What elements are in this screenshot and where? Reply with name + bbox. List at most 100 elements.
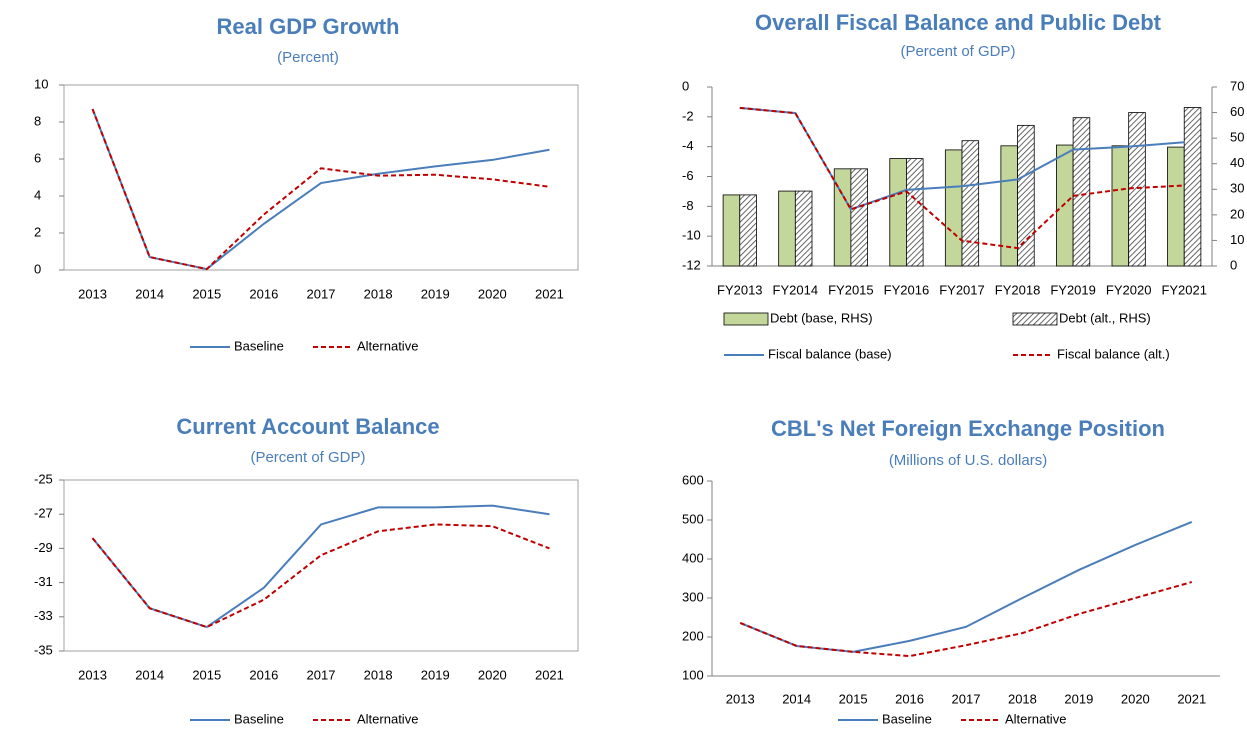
y2-tick-label: 70 (1230, 78, 1244, 93)
bar (961, 140, 980, 267)
legend-label: Alternative (1005, 711, 1066, 726)
x-tick-label: 2020 (478, 667, 507, 682)
bar (1111, 145, 1130, 267)
bar (1128, 112, 1146, 267)
legend-label: Baseline (234, 711, 284, 726)
chart-subtitle: (Percent) (277, 49, 339, 66)
y-tick-label: 400 (682, 550, 704, 565)
line-series (91, 108, 550, 271)
y-tick-label: 0 (682, 78, 689, 93)
bar (944, 149, 963, 267)
y-tick-label: 10 (34, 76, 48, 91)
y-tick-label: 4 (34, 187, 41, 202)
y2-tick-label: 40 (1230, 155, 1244, 170)
legend-label: Debt (base, RHS) (770, 310, 873, 325)
x-tick-label: FY2019 (1050, 282, 1096, 297)
chart-title: Current Account Balance (176, 414, 439, 439)
bar (1017, 124, 1035, 267)
chart-title: Real GDP Growth (217, 14, 400, 39)
y-tick-label: -6 (682, 168, 694, 183)
y-tick-label: -12 (682, 257, 701, 272)
bar (794, 190, 813, 267)
y-tick-label: -31 (34, 574, 53, 589)
x-tick-label: 2018 (364, 286, 393, 301)
y-tick-label: -8 (682, 198, 694, 213)
x-tick-label: 2020 (478, 286, 507, 301)
x-tick-label: 2014 (135, 667, 164, 682)
x-tick-label: 2013 (78, 286, 107, 301)
y2-tick-label: 20 (1230, 206, 1244, 221)
x-tick-label: 2017 (307, 667, 336, 682)
y-tick-label: 600 (682, 472, 704, 487)
y-tick-label: -10 (682, 228, 701, 243)
plot-frame (63, 479, 579, 652)
legend-swatch (723, 312, 769, 326)
legend-label: Alternative (357, 338, 418, 353)
line-series (91, 523, 550, 629)
y-tick-label: 0 (34, 261, 41, 276)
y-tick-label: 6 (34, 150, 41, 165)
x-tick-label: 2019 (421, 667, 450, 682)
y-tick-label: -25 (34, 471, 53, 486)
line-series (91, 504, 550, 629)
x-tick-label: 2016 (895, 691, 924, 706)
x-tick-label: 2018 (364, 667, 393, 682)
y-tick-label: -2 (682, 108, 694, 123)
x-tick-label: 2021 (1177, 691, 1206, 706)
x-tick-label: 2017 (952, 691, 981, 706)
x-tick-label: 2017 (307, 286, 336, 301)
bar (850, 168, 868, 267)
x-tick-label: FY2017 (939, 282, 985, 297)
x-tick-label: 2020 (1121, 691, 1150, 706)
line-series (91, 108, 550, 271)
y2-tick-label: 10 (1230, 232, 1244, 247)
x-tick-label: 2019 (421, 286, 450, 301)
x-tick-label: 2016 (249, 286, 278, 301)
legend-label: Fiscal balance (alt.) (1057, 346, 1170, 361)
x-tick-label: 2013 (78, 667, 107, 682)
x-tick-label: 2021 (535, 667, 564, 682)
line-series (739, 581, 1193, 658)
x-tick-label: 2015 (192, 286, 221, 301)
line-series (739, 521, 1193, 653)
x-tick-label: FY2014 (773, 282, 819, 297)
legend-swatch (1012, 312, 1058, 326)
legend-label: Debt (alt., RHS) (1059, 310, 1151, 325)
x-tick-label: FY2018 (995, 282, 1041, 297)
bar (778, 190, 796, 267)
legend-label: Fiscal balance (base) (768, 346, 892, 361)
bar (1183, 107, 1202, 267)
x-tick-label: FY2016 (884, 282, 930, 297)
x-tick-label: FY2013 (717, 282, 763, 297)
y2-tick-label: 60 (1230, 104, 1244, 119)
x-tick-label: 2019 (1064, 691, 1093, 706)
x-tick-label: 2018 (1008, 691, 1037, 706)
chart-subtitle: (Percent of GDP) (250, 449, 365, 466)
chart-title: Overall Fiscal Balance and Public Debt (755, 10, 1162, 35)
legend-label: Alternative (357, 711, 418, 726)
y-tick-label: -33 (34, 608, 53, 623)
line-series (739, 106, 1185, 250)
y-tick-label: 2 (34, 224, 41, 239)
legend-label: Baseline (882, 711, 932, 726)
bar (1167, 146, 1185, 267)
x-tick-label: FY2021 (1161, 282, 1207, 297)
chart-subtitle: (Percent of GDP) (900, 43, 1015, 60)
x-tick-label: 2021 (535, 286, 564, 301)
y-tick-label: 100 (682, 667, 704, 682)
y2-tick-label: 30 (1230, 181, 1244, 196)
x-tick-label: 2015 (192, 667, 221, 682)
bar (722, 194, 741, 267)
legend-label: Baseline (234, 338, 284, 353)
y-tick-label: -4 (682, 138, 694, 153)
bar (1072, 117, 1091, 267)
y2-tick-label: 50 (1230, 130, 1244, 145)
x-tick-label: FY2015 (828, 282, 874, 297)
y-tick-label: -35 (34, 642, 53, 657)
x-tick-label: 2016 (249, 667, 278, 682)
chart-subtitle: (Millions of U.S. dollars) (889, 452, 1047, 469)
x-tick-label: 2014 (135, 286, 164, 301)
y-tick-label: 200 (682, 628, 704, 643)
y-tick-label: 300 (682, 589, 704, 604)
